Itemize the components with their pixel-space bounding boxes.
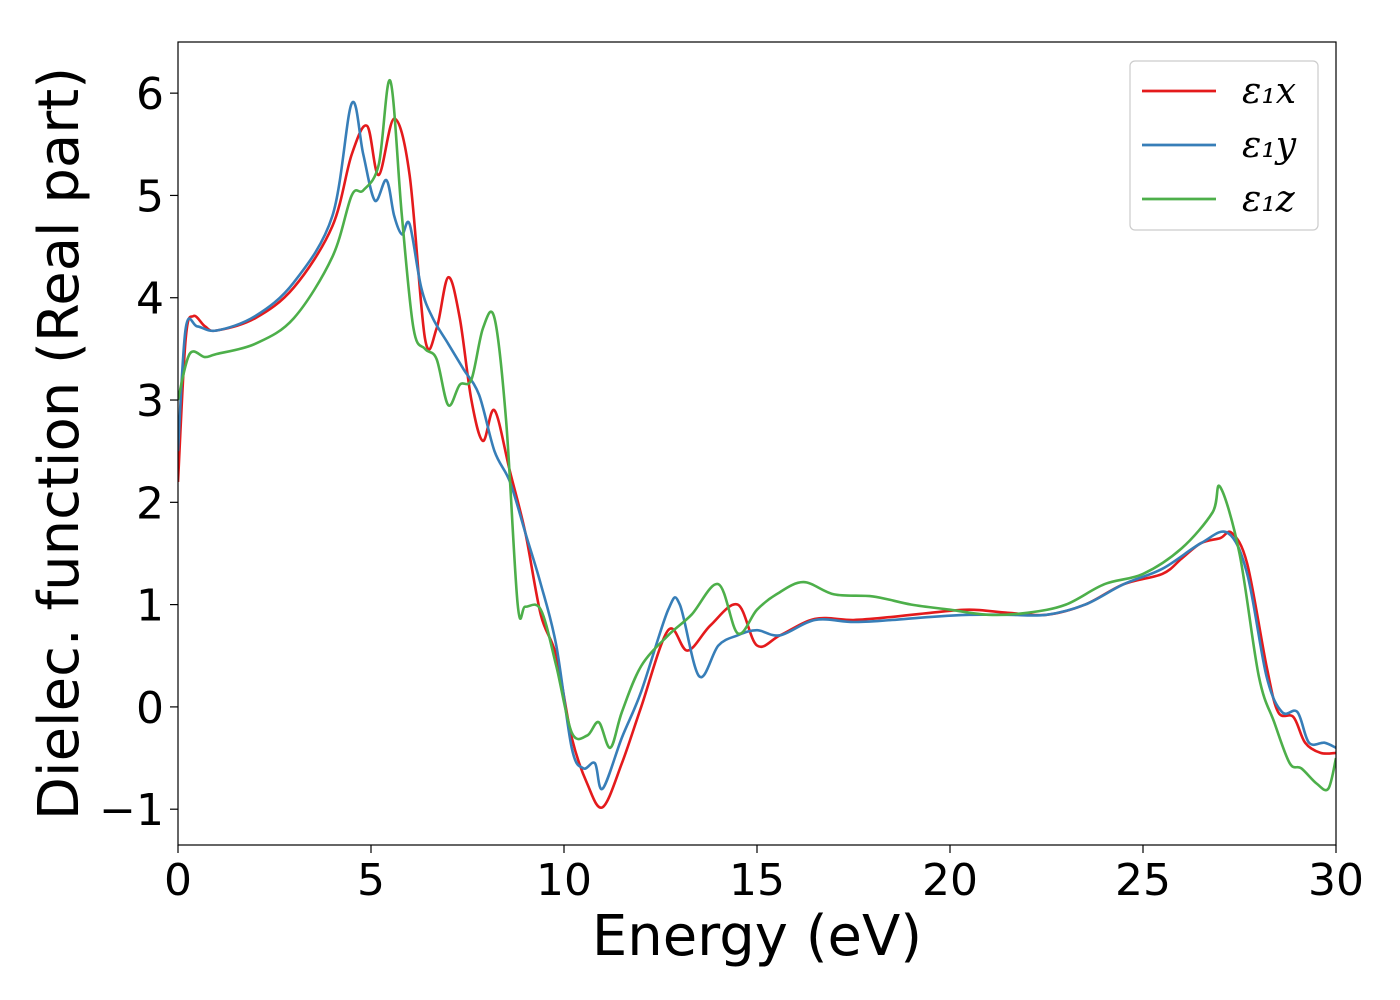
series-line-2	[178, 100, 1336, 791]
legend-label: ε₁z	[1242, 179, 1296, 220]
x-tick-label: 30	[1308, 855, 1364, 906]
x-tick-label: 0	[164, 855, 192, 906]
series-line-3	[178, 79, 1336, 792]
legend-label: ε₁x	[1242, 71, 1296, 112]
x-axis-title: Energy (eV)	[592, 904, 922, 969]
x-tick-label: 25	[1115, 855, 1171, 906]
y-tick-label: 4	[136, 274, 164, 325]
legend-box	[1129, 60, 1319, 231]
y-tick-label: 6	[136, 69, 164, 120]
y-tick-label: 2	[136, 478, 164, 529]
y-tick-label: 3	[136, 376, 164, 427]
x-axis: 0 5 10 15 20 25 30	[164, 845, 1364, 906]
x-tick-label: 5	[357, 855, 385, 906]
legend: ε₁x ε₁y ε₁z	[1129, 60, 1319, 231]
y-axis-title: Dielec. function (Real part)	[27, 67, 92, 820]
x-tick-label: 10	[536, 855, 592, 906]
y-tick-label: 1	[136, 581, 164, 632]
series-layer	[178, 79, 1336, 809]
y-tick-label: 0	[136, 683, 164, 734]
y-axis: −1 0 1 2 3 4 5 6	[99, 69, 178, 836]
x-tick-label: 15	[729, 855, 785, 906]
y-tick-label: −1	[99, 785, 164, 836]
legend-label: ε₁y	[1242, 125, 1297, 166]
x-tick-label: 20	[922, 855, 978, 906]
y-tick-label: 5	[136, 171, 164, 222]
